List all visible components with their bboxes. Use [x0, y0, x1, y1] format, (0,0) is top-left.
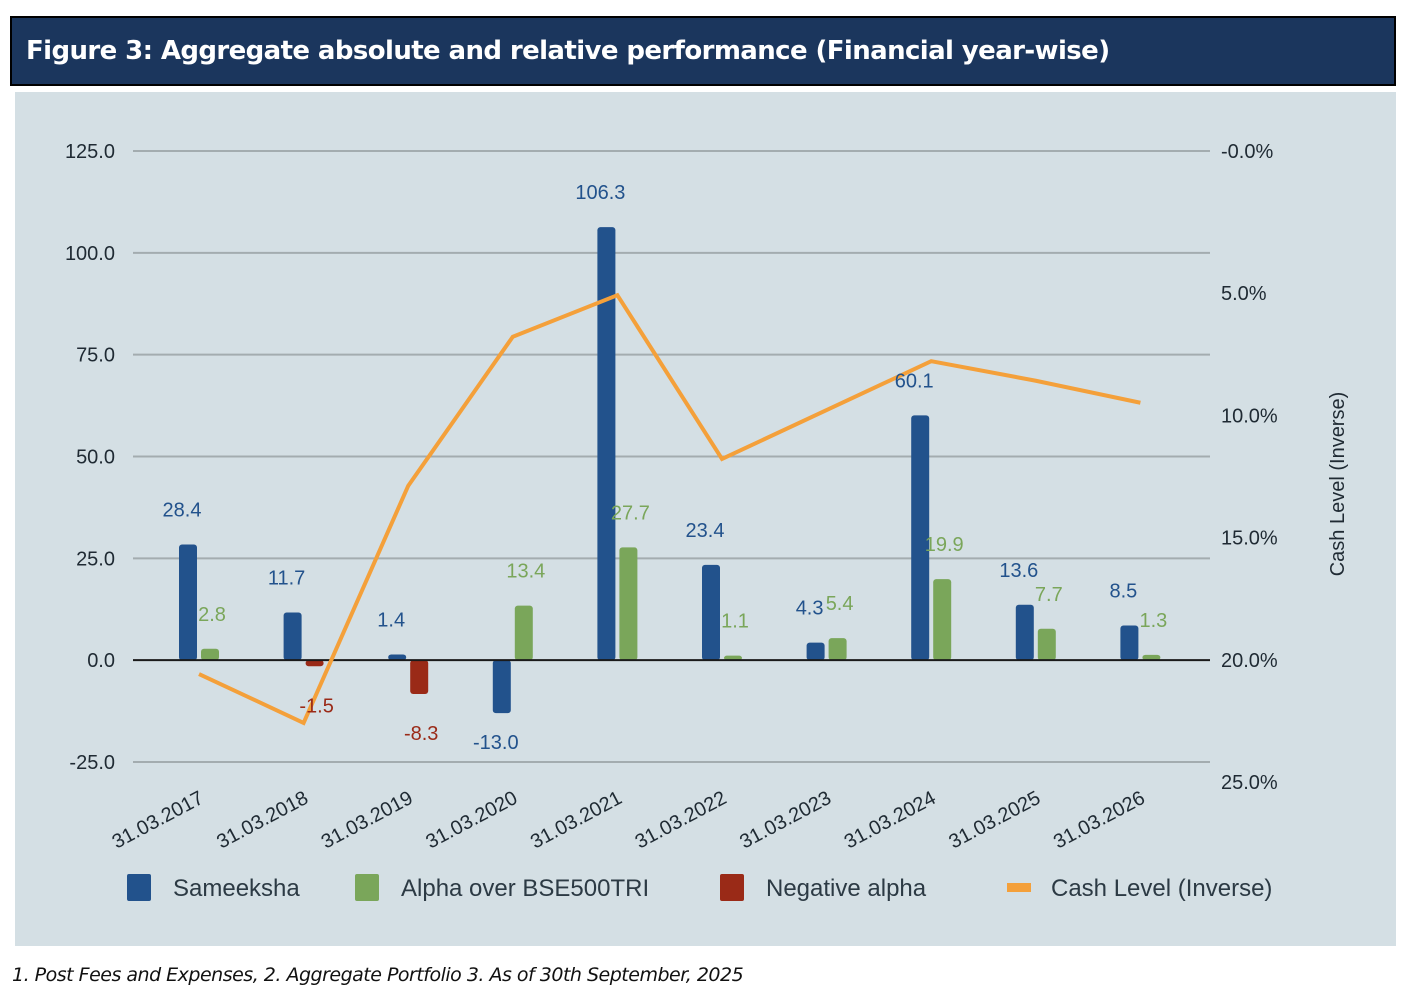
data-label-negative-alpha: -8.3	[404, 723, 438, 745]
legend-item-negative-alpha: Negative alpha	[720, 874, 927, 902]
left-tick-label: 25.0	[76, 548, 115, 570]
x-tick-label: 31.03.2026	[1050, 787, 1149, 853]
cash-level-line	[198, 292, 1141, 726]
legend-swatch	[127, 874, 151, 901]
gridlines	[133, 150, 1210, 763]
legend-item-alpha: Alpha over BSE500TRI	[355, 874, 649, 902]
right-tick-label: 25.0%	[1221, 772, 1278, 794]
left-tick-label: 50.0	[76, 447, 115, 469]
left-tick-label: 125.0	[65, 141, 115, 163]
data-label-alpha: 13.4	[506, 561, 545, 583]
bar-alpha	[933, 579, 952, 661]
bar-alpha	[1142, 654, 1161, 661]
bar-negative-alpha	[305, 660, 324, 667]
chart: 125.0 100.0 75.0 50.0 25.0 0.0 -25.0 -0.0% 5.0%…	[65, 141, 1349, 902]
left-tick-label: -25.0	[69, 752, 115, 774]
footnote: 1. Post Fees and Expenses, 2. Aggregate …	[12, 964, 744, 986]
data-label-sameeksha: 11.7	[268, 568, 305, 590]
x-tick-label: 31.03.2023	[736, 787, 835, 853]
bar-alpha	[619, 547, 638, 661]
bar-alpha	[514, 605, 533, 661]
right-axis-ticks: -0.0% 5.0% 10.0% 15.0% 20.0% 25.0%	[1221, 141, 1278, 794]
right-tick-label: 5.0%	[1221, 283, 1267, 305]
legend-swatch-line	[1007, 883, 1031, 892]
bar-sameeksha	[179, 544, 197, 661]
right-axis-title: Cash Level (Inverse)	[1327, 392, 1349, 577]
data-label-alpha: 27.7	[611, 502, 650, 524]
x-axis-ticks: 31.03.2017 31.03.2018 31.03.2019 31.03.2020…	[109, 787, 1149, 853]
legend-label: Alpha over BSE500TRI	[401, 875, 649, 902]
data-label-negative-alpha: -1.5	[299, 695, 333, 717]
cash-level-polyline	[198, 292, 1141, 726]
data-label-sameeksha: 4.3	[796, 598, 824, 620]
left-tick-label: 100.0	[65, 243, 115, 265]
left-axis-ticks: 125.0 100.0 75.0 50.0 25.0 0.0 -25.0	[65, 141, 115, 774]
bar-sameeksha	[597, 227, 616, 661]
right-tick-label: -0.0%	[1221, 141, 1273, 163]
legend-swatch	[355, 874, 379, 901]
legend-label: Cash Level (Inverse)	[1051, 875, 1272, 902]
figure-title: Figure 3: Aggregate absolute and relativ…	[26, 36, 1110, 66]
data-label-alpha: 1.3	[1139, 610, 1167, 632]
legend-label: Negative alpha	[766, 875, 927, 902]
data-label-alpha: 2.8	[198, 604, 226, 626]
x-tick-label: 31.03.2018	[213, 787, 312, 853]
data-labels: 28.4 2.8 11.7 -1.5 1.4 -8.3 -13.0 13.4 106.3 27.7…	[163, 182, 1168, 754]
bar-alpha	[201, 648, 219, 661]
legend-label: Sameeksha	[173, 875, 300, 902]
x-tick-label: 31.03.2017	[109, 787, 208, 853]
bar-alpha	[1037, 628, 1056, 661]
bar-alpha	[828, 638, 847, 661]
bar-sameeksha	[283, 612, 302, 661]
legend-item-cash-level: Cash Level (Inverse)	[1007, 875, 1272, 902]
x-tick-label: 31.03.2025	[945, 787, 1044, 853]
x-tick-label: 31.03.2021	[527, 787, 626, 853]
left-tick-label: 0.0	[87, 650, 115, 672]
data-label-sameeksha: 1.4	[377, 609, 405, 631]
bar-sameeksha	[492, 660, 511, 714]
legend-swatch	[720, 874, 744, 901]
figure-title-bar: Figure 3: Aggregate absolute and relativ…	[10, 16, 1396, 86]
chart-panel: 125.0 100.0 75.0 50.0 25.0 0.0 -25.0 -0.0% 5.0%…	[15, 92, 1396, 946]
data-label-sameeksha: 8.5	[1109, 581, 1137, 603]
data-label-alpha: 19.9	[925, 534, 964, 556]
left-tick-label: 75.0	[76, 345, 115, 367]
x-tick-label: 31.03.2020	[422, 787, 521, 853]
bar-sameeksha	[388, 654, 407, 661]
right-tick-label: 10.0%	[1221, 405, 1278, 427]
x-tick-label: 31.03.2019	[318, 787, 417, 853]
data-label-sameeksha: 13.6	[999, 560, 1038, 582]
x-tick-label: 31.03.2022	[632, 787, 731, 853]
data-label-alpha: 5.4	[826, 593, 854, 615]
right-tick-label: 15.0%	[1221, 528, 1278, 550]
bar-alpha	[724, 655, 742, 661]
data-label-alpha: 1.1	[721, 611, 749, 633]
data-label-sameeksha: 28.4	[163, 499, 202, 521]
data-label-alpha: 7.7	[1035, 584, 1063, 606]
legend: Sameeksha Alpha over BSE500TRI Negative al…	[127, 874, 1272, 902]
bar-sameeksha	[702, 564, 720, 661]
bar-sameeksha	[806, 642, 825, 661]
bar-sameeksha	[1015, 604, 1034, 661]
data-label-sameeksha: 23.4	[686, 520, 725, 542]
bar-sameeksha	[1120, 625, 1139, 661]
bar-sameeksha	[911, 415, 930, 661]
right-tick-label: 20.0%	[1221, 650, 1278, 672]
x-tick-label: 31.03.2024	[841, 787, 940, 853]
data-label-sameeksha: 60.1	[895, 370, 934, 392]
legend-item-sameeksha: Sameeksha	[127, 874, 300, 902]
data-label-sameeksha: 106.3	[575, 182, 625, 204]
data-label-sameeksha: -13.0	[473, 732, 519, 754]
bars	[179, 227, 1161, 714]
bar-negative-alpha	[410, 660, 429, 694]
